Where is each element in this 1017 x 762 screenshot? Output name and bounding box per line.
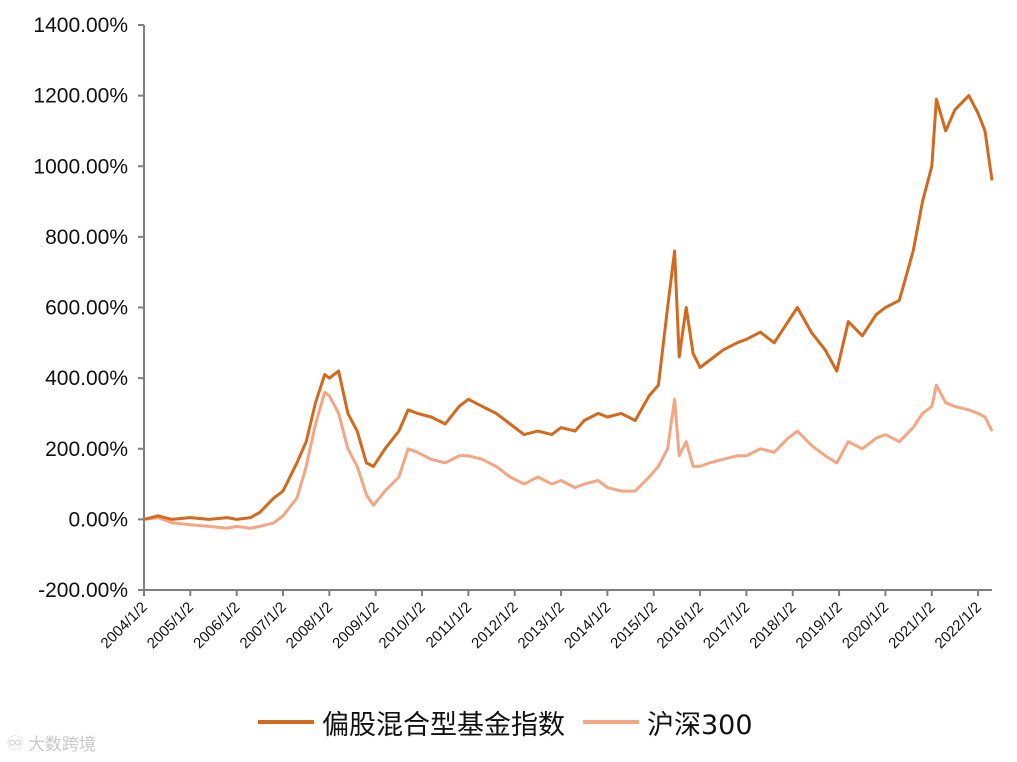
x-tick-label: 2014/1/2 (561, 599, 614, 652)
x-tick-label: 2016/1/2 (654, 599, 707, 652)
series-line-fund-index (143, 94, 994, 521)
x-tick-label: 2017/1/2 (700, 599, 753, 652)
plot-area: 1400.00% 1200.00% 1000.00% 800.00% 600.00% 40… (33, 14, 994, 652)
y-tick-label: 200.00% (45, 438, 128, 461)
y-tick-label: 600.00% (45, 297, 128, 320)
y-tick-label: 1400.00% (33, 14, 128, 37)
y-tick-label: 1000.00% (33, 155, 128, 178)
legend-label-csi300: 沪深300 (647, 709, 753, 741)
series-line-csi300 (143, 383, 994, 530)
x-tick-label: 2007/1/2 (237, 599, 290, 652)
x-tick-label: 2008/1/2 (283, 599, 336, 652)
watermark: ♾ 大数跨境 (6, 730, 96, 756)
x-tick-label: 2009/1/2 (329, 599, 382, 652)
legend-label-fund-index: 偏股混合型基金指数 (322, 709, 565, 741)
y-tick-label: 400.00% (45, 367, 128, 390)
y-tick-label: 800.00% (45, 226, 128, 249)
x-tick-label: 2022/1/2 (932, 599, 985, 652)
legend: 偏股混合型基金指数 沪深300 (258, 702, 753, 742)
watermark-logo-icon: ♾ (6, 730, 24, 755)
x-tick-label: 2004/1/2 (98, 599, 151, 652)
x-tick-label: 2013/1/2 (515, 599, 568, 652)
watermark-text: 大数跨境 (27, 735, 96, 755)
x-tick-label: 2015/1/2 (607, 599, 660, 652)
y-tick-label: 0.00% (68, 508, 128, 531)
x-tick-label: 2006/1/2 (190, 599, 243, 652)
y-tick-label: 1200.00% (33, 85, 128, 108)
x-tick-label: 2005/1/2 (144, 599, 197, 652)
x-tick-label: 2018/1/2 (746, 599, 799, 652)
legend-swatch-csi300 (583, 720, 639, 724)
x-tick-label: 2012/1/2 (468, 599, 521, 652)
legend-item-fund-index: 偏股混合型基金指数 (258, 703, 565, 742)
x-tick-label: 2020/1/2 (839, 599, 892, 652)
x-tick-label: 2021/1/2 (885, 599, 938, 652)
y-tick-label: -200.00% (38, 579, 128, 602)
x-tick-label: 2019/1/2 (793, 599, 846, 652)
x-tick-label: 2010/1/2 (376, 599, 429, 652)
x-tick-label: 2011/1/2 (423, 599, 476, 652)
legend-swatch-fund-index (258, 720, 314, 724)
legend-item-csi300: 沪深300 (583, 703, 753, 742)
line-chart: 1400.00% 1200.00% 1000.00% 800.00% 600.00% 40… (33, 14, 994, 652)
